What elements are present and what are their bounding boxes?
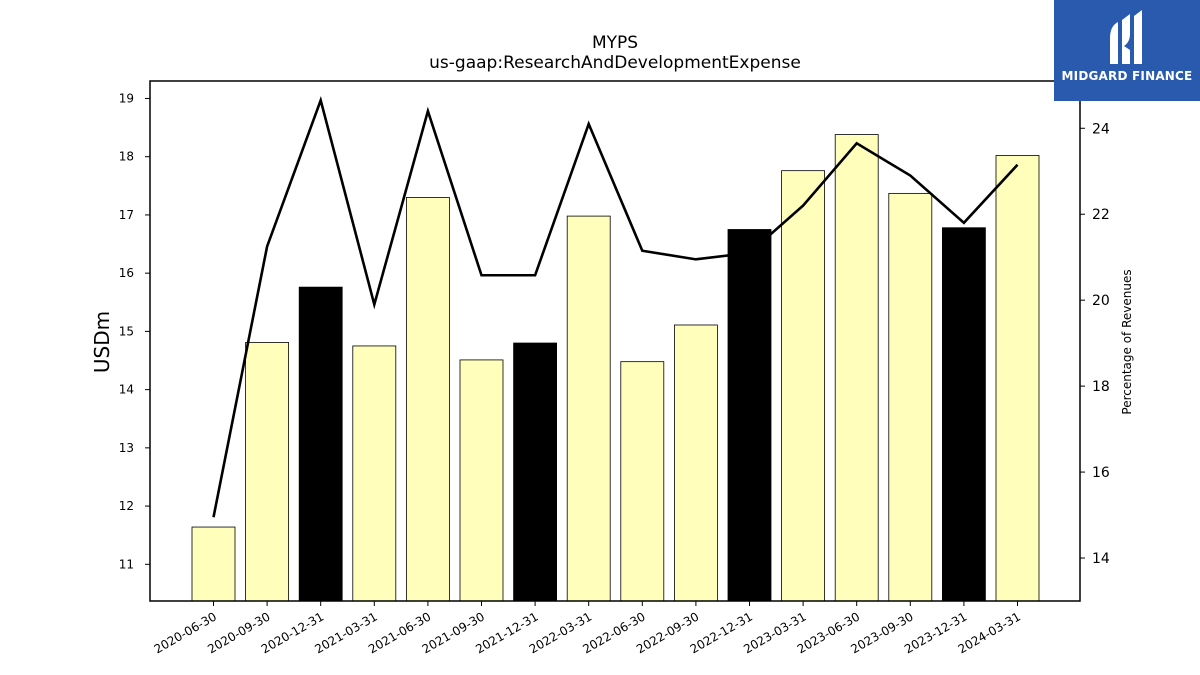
bar bbox=[674, 324, 718, 602]
line-series bbox=[212, 96, 1019, 518]
chart-subtitle: us-gaap:ResearchAndDevelopmentExpense bbox=[429, 53, 801, 73]
bar bbox=[942, 227, 986, 602]
midgard-logo-icon bbox=[1110, 10, 1142, 64]
y2-tick-label: 24 bbox=[1092, 121, 1110, 137]
y-axis-label: USDm bbox=[90, 311, 114, 373]
bar bbox=[405, 197, 450, 602]
y-tick-label: 17 bbox=[119, 208, 134, 222]
y-tick-label: 11 bbox=[119, 557, 134, 571]
bar bbox=[245, 342, 290, 602]
y-axis: 11 12 13 14 15 16 17 18 19 bbox=[119, 91, 150, 571]
bar-series bbox=[191, 134, 1040, 602]
bar bbox=[352, 345, 397, 602]
bar bbox=[191, 526, 236, 602]
bar bbox=[834, 134, 879, 602]
y-tick-label: 13 bbox=[119, 441, 134, 455]
bar bbox=[727, 229, 772, 602]
bar bbox=[995, 155, 1040, 602]
logo-text: MIDGARD FINANCE bbox=[1061, 69, 1193, 83]
y-tick-label: 14 bbox=[119, 383, 134, 397]
y2-tick-label: 20 bbox=[1092, 293, 1110, 309]
y-tick-label: 12 bbox=[119, 499, 134, 513]
bar bbox=[566, 215, 611, 602]
y2-tick-label: 14 bbox=[1092, 551, 1110, 567]
y2-tick-label: 16 bbox=[1092, 465, 1110, 481]
midgard-logo: MIDGARD FINANCE bbox=[1054, 0, 1200, 101]
x-axis: 2020-06-302020-09-302020-12-312021-03-31… bbox=[152, 601, 1023, 656]
bar bbox=[620, 361, 665, 602]
bar bbox=[459, 359, 504, 602]
y-tick-label: 16 bbox=[119, 266, 134, 280]
plot-frame bbox=[149, 80, 1081, 602]
y2-tick-label: 22 bbox=[1092, 207, 1110, 223]
y2-axis: 14 16 18 20 22 24 bbox=[1080, 121, 1110, 567]
y2-axis-label: Percentage of Revenues bbox=[1120, 269, 1134, 414]
y-tick-label: 15 bbox=[119, 324, 134, 338]
y2-tick-label: 18 bbox=[1092, 379, 1110, 395]
y-tick-label: 19 bbox=[119, 91, 134, 105]
chart-title: MYPS bbox=[592, 33, 638, 53]
bar bbox=[513, 342, 557, 602]
bar bbox=[298, 286, 343, 602]
y-tick-label: 18 bbox=[119, 150, 134, 164]
bar bbox=[781, 170, 825, 602]
series-line bbox=[212, 96, 1019, 518]
bar bbox=[888, 192, 933, 602]
